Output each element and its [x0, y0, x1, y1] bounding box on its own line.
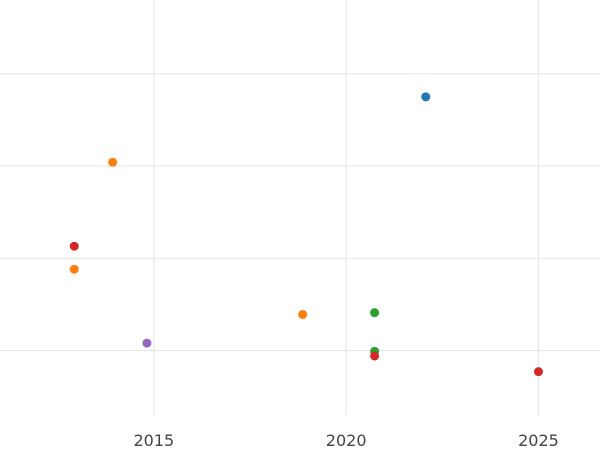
- x-tick-label-2020: 2020: [326, 431, 367, 450]
- data-point-series-3-1: [370, 351, 380, 361]
- data-point-series-0-0: [421, 92, 431, 102]
- data-point-series-4-0: [142, 338, 152, 348]
- grid-layer: [0, 0, 600, 415]
- data-point-series-3-2: [533, 367, 543, 377]
- x-tick-label-2025: 2025: [518, 431, 559, 450]
- x-tick-label-2015: 2015: [133, 431, 174, 450]
- data-point-series-2-0: [370, 308, 380, 318]
- data-point-series-1-0: [108, 157, 118, 167]
- data-points: [69, 92, 543, 377]
- x-axis-ticks: 2015 2020 2025: [133, 431, 558, 450]
- data-point-series-3-0: [69, 241, 79, 251]
- data-point-series-1-2: [298, 309, 308, 319]
- data-point-series-1-1: [69, 264, 79, 274]
